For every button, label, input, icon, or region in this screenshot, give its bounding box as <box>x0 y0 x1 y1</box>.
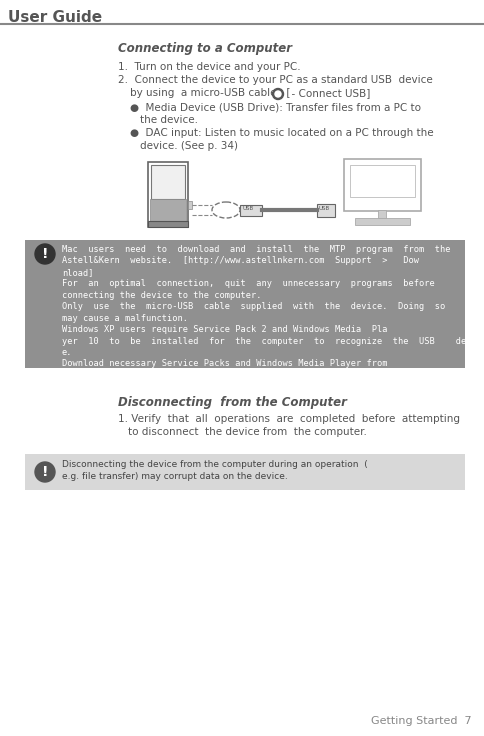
FancyBboxPatch shape <box>25 240 464 368</box>
FancyBboxPatch shape <box>148 221 188 227</box>
Text: the device.: the device. <box>140 115 197 125</box>
Text: Disconnecting the device from the computer during an operation  (
e.g. file tran: Disconnecting the device from the comput… <box>62 460 367 481</box>
Text: USB: USB <box>242 207 254 211</box>
Text: Mac  users  need  to  download  and  install  the  MTP  program  from  the
Astel: Mac users need to download and install t… <box>62 245 481 380</box>
Text: User Guide: User Guide <box>8 10 102 25</box>
Text: Connecting to a Computer: Connecting to a Computer <box>118 42 291 55</box>
Text: by using  a micro-USB cable.  [: by using a micro-USB cable. [ <box>130 88 290 98</box>
FancyBboxPatch shape <box>377 210 385 218</box>
Circle shape <box>272 88 283 99</box>
Text: 1. Verify  that  all  operations  are  completed  before  attempting: 1. Verify that all operations are comple… <box>118 414 459 424</box>
FancyBboxPatch shape <box>148 162 188 227</box>
Text: USB: USB <box>318 207 330 211</box>
Circle shape <box>35 462 55 482</box>
Ellipse shape <box>212 202 240 218</box>
FancyBboxPatch shape <box>349 165 414 197</box>
Text: ●  Media Device (USB Drive): Transfer files from a PC to: ● Media Device (USB Drive): Transfer fil… <box>130 102 420 112</box>
Text: to disconnect  the device from  the computer.: to disconnect the device from the comput… <box>128 427 366 437</box>
FancyBboxPatch shape <box>151 165 184 199</box>
Circle shape <box>274 91 280 97</box>
Text: 1.  Turn on the device and your PC.: 1. Turn on the device and your PC. <box>118 62 300 72</box>
FancyBboxPatch shape <box>150 199 186 224</box>
FancyBboxPatch shape <box>25 454 464 490</box>
FancyBboxPatch shape <box>240 205 261 216</box>
Text: device. (See p. 34): device. (See p. 34) <box>140 141 238 151</box>
Text: !: ! <box>42 465 48 479</box>
Text: !: ! <box>42 247 48 261</box>
Text: 2.  Connect the device to your PC as a standard USB  device: 2. Connect the device to your PC as a st… <box>118 75 432 85</box>
FancyBboxPatch shape <box>317 203 334 216</box>
Circle shape <box>35 244 55 264</box>
Text: Disconnecting  from the Computer: Disconnecting from the Computer <box>118 396 346 409</box>
Text: Getting Started  7: Getting Started 7 <box>371 716 471 726</box>
Text: - Connect USB]: - Connect USB] <box>285 88 370 98</box>
FancyBboxPatch shape <box>188 201 192 209</box>
Text: ●  DAC input: Listen to music located on a PC through the: ● DAC input: Listen to music located on … <box>130 128 433 138</box>
FancyBboxPatch shape <box>354 218 409 225</box>
FancyBboxPatch shape <box>343 159 420 211</box>
